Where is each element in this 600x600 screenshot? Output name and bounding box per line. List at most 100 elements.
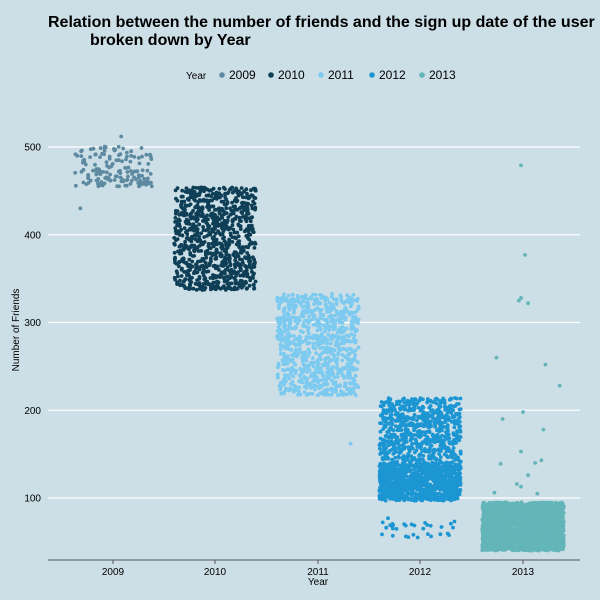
data-point: [333, 334, 338, 339]
data-point: [423, 521, 427, 525]
data-point: [107, 165, 112, 170]
data-point: [306, 347, 311, 352]
data-point: [444, 414, 449, 418]
data-point: [201, 228, 206, 233]
data-point: [228, 262, 233, 266]
data-point: [445, 531, 450, 536]
data-point: [403, 415, 407, 419]
data-point: [409, 498, 414, 502]
data-point: [93, 168, 98, 173]
data-point: [328, 305, 332, 310]
data-point: [449, 521, 453, 526]
data-point: [425, 430, 429, 434]
data-point: [394, 527, 399, 531]
data-point: [140, 168, 145, 173]
data-point: [197, 267, 202, 272]
data-point: [335, 375, 340, 379]
data-point: [447, 406, 452, 410]
data-point: [73, 170, 78, 175]
data-point: [391, 482, 396, 486]
data-point: [390, 457, 395, 462]
data-point: [393, 450, 397, 455]
data-point: [184, 211, 189, 216]
data-point: [410, 479, 415, 483]
data-point: [381, 446, 386, 451]
data-point: [421, 526, 426, 531]
data-point: [356, 345, 361, 350]
data-point: [406, 497, 411, 502]
data-point: [310, 356, 315, 360]
data-point: [381, 475, 386, 479]
data-point: [386, 516, 390, 521]
data-point: [405, 402, 410, 407]
data-point: [198, 238, 203, 243]
data-point: [314, 360, 319, 365]
data-point: [383, 482, 387, 487]
legend-label-2011: 2011: [328, 68, 354, 82]
data-point: [457, 415, 462, 420]
data-point: [336, 351, 341, 356]
data-point: [307, 308, 312, 313]
data-point: [356, 305, 361, 310]
data-point: [384, 525, 389, 530]
data-point: [251, 199, 256, 204]
data-point: [226, 190, 231, 195]
data-point: [340, 320, 345, 325]
data-point: [320, 370, 324, 374]
data-point: [275, 295, 280, 300]
data-point: [318, 316, 323, 320]
data-point: [419, 433, 424, 438]
data-point: [419, 469, 424, 474]
data-point: [108, 178, 112, 183]
data-point: [278, 321, 283, 326]
data-point: [104, 170, 109, 175]
data-point: [451, 404, 456, 409]
data-point: [430, 408, 435, 412]
data-point: [449, 397, 453, 401]
data-point: [453, 487, 457, 492]
data-point: [447, 441, 452, 446]
data-point: [406, 535, 411, 539]
data-point: [432, 455, 437, 460]
data-point: [390, 402, 395, 406]
data-point: [222, 284, 226, 288]
data-point: [327, 359, 332, 364]
data-point: [380, 456, 385, 460]
data-point: [282, 378, 287, 382]
data-point: [278, 347, 283, 352]
data-point: [414, 497, 419, 502]
data-point: [400, 433, 405, 438]
data-point: [414, 463, 419, 467]
data-point: [115, 174, 119, 179]
data-point: [210, 241, 214, 246]
data-point: [327, 324, 332, 329]
data-point: [325, 338, 330, 342]
data-point: [235, 188, 240, 193]
data-point: [282, 292, 286, 297]
data-point: [184, 203, 189, 208]
legend-marker-2012: [369, 72, 375, 78]
data-point: [252, 246, 257, 250]
data-point: [182, 284, 187, 289]
data-point: [223, 275, 228, 280]
data-point: [433, 473, 438, 478]
data-point: [194, 262, 198, 267]
data-point: [285, 357, 290, 362]
data-point: [185, 229, 190, 233]
data-point: [201, 258, 206, 263]
data-point: [436, 413, 441, 418]
data-point: [120, 159, 124, 164]
data-point: [201, 270, 206, 274]
data-point: [405, 431, 410, 436]
data-point: [197, 283, 202, 288]
data-point: [301, 324, 306, 328]
data-point: [315, 328, 320, 333]
data-point: [301, 362, 306, 367]
data-point: [413, 450, 417, 455]
data-point: [197, 222, 202, 227]
data-point: [230, 200, 235, 205]
data-point: [410, 397, 414, 401]
data-point: [450, 455, 455, 460]
